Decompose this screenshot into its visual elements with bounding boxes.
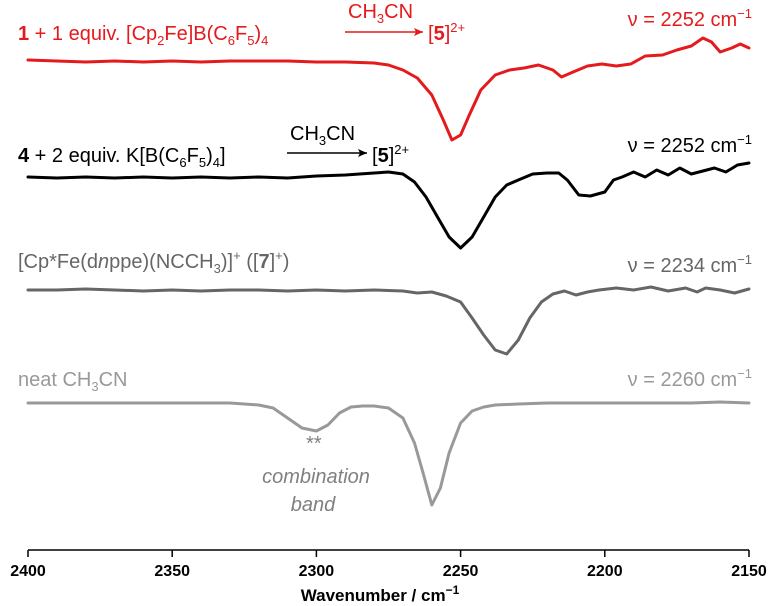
- series-4-label: neat CH3CN ν = 2260 cm−1: [18, 366, 752, 394]
- annotation-line-2: band: [291, 494, 336, 516]
- x-ticks: 2400 2350 2300 2250 2200 2150: [10, 550, 767, 580]
- series-3-label: [Cp*Fe(dnppe)(NCCH3)]+ ([7]+) ν = 2234 c…: [18, 248, 752, 277]
- combination-band-annotation: ** combination band: [262, 433, 370, 516]
- series-line-2: [26, 161, 751, 250]
- series-line-1: [26, 36, 751, 142]
- x-axis: 2400 2350 2300 2250 2200 2150 Wavenumber / cm…: [10, 549, 767, 605]
- x-tick-label-2200: 2200: [587, 563, 623, 580]
- series-2-reaction-arrow: [287, 149, 367, 157]
- series-line-4: [26, 400, 751, 507]
- series-3-description: [Cp*Fe(dnppe)(NCCH3)]+ ([7]+): [18, 248, 289, 276]
- x-tick-label-2150: 2150: [731, 563, 767, 580]
- series-1-product: [5]2+: [428, 20, 465, 45]
- series-1-nu-label: ν = 2252 cm−1: [628, 6, 752, 31]
- annotation-line-1: combination: [262, 466, 370, 488]
- series-1-reaction-arrow: [345, 28, 423, 36]
- series-2-nu-label: ν = 2252 cm−1: [628, 132, 752, 157]
- series-layer: [26, 36, 751, 507]
- series-2-product: [5]2+: [372, 142, 409, 167]
- x-tick-label-2350: 2350: [154, 563, 190, 580]
- series-line-3: [26, 285, 751, 356]
- series-2-description: 4 + 2 equiv. K[B(C6F5)4]: [18, 145, 226, 170]
- series-4-nu-label: ν = 2260 cm−1: [628, 366, 752, 391]
- series-2-label: 4 + 2 equiv. K[B(C6F5)4] CH3CN [5]2+ ν =…: [18, 123, 752, 170]
- annotation-marker: **: [305, 433, 322, 455]
- series-2-arrow-reagent: CH3CN: [290, 123, 355, 148]
- series-4-description: neat CH3CN: [18, 369, 128, 394]
- x-tick-label-2300: 2300: [299, 563, 335, 580]
- series-1-description: 1 + 1 equiv. [Cp2Fe]B(C6F5)4: [18, 23, 268, 48]
- x-tick-label-2250: 2250: [443, 563, 479, 580]
- series-3-nu-label: ν = 2234 cm−1: [628, 252, 752, 277]
- series-1-label: 1 + 1 equiv. [Cp2Fe]B(C6F5)4 CH3CN [5]2+…: [18, 1, 752, 48]
- x-tick-label-2400: 2400: [10, 563, 46, 580]
- x-axis-title: Wavenumber / cm−1: [301, 583, 460, 605]
- series-1-arrow-reagent: CH3CN: [348, 1, 413, 26]
